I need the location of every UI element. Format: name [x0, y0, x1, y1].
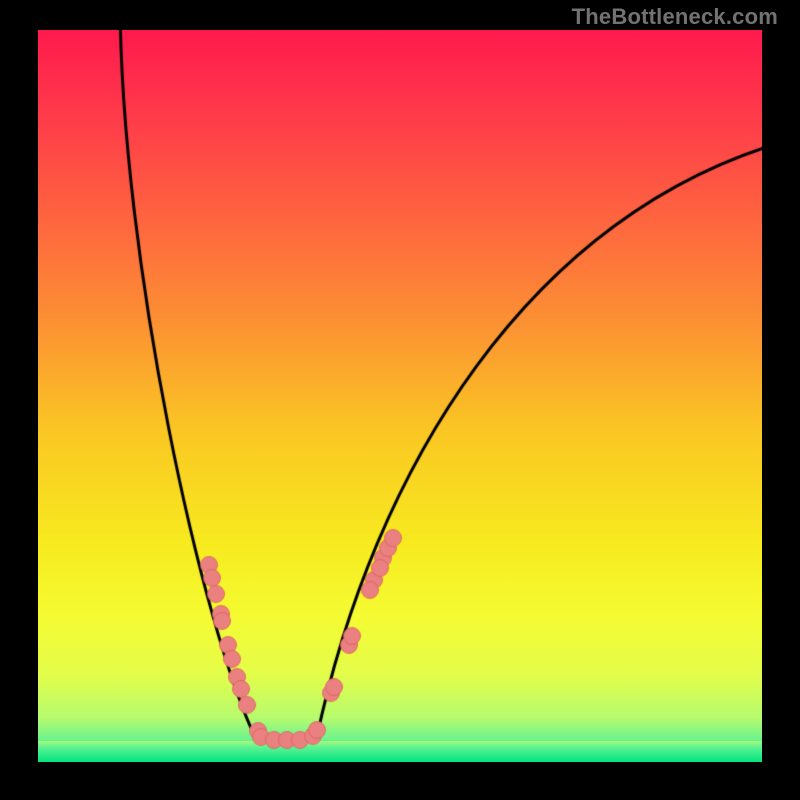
- chart-stage: TheBottleneck.com: [0, 0, 800, 800]
- bottleneck-curve-canvas: [0, 0, 800, 800]
- watermark-text: TheBottleneck.com: [572, 4, 778, 30]
